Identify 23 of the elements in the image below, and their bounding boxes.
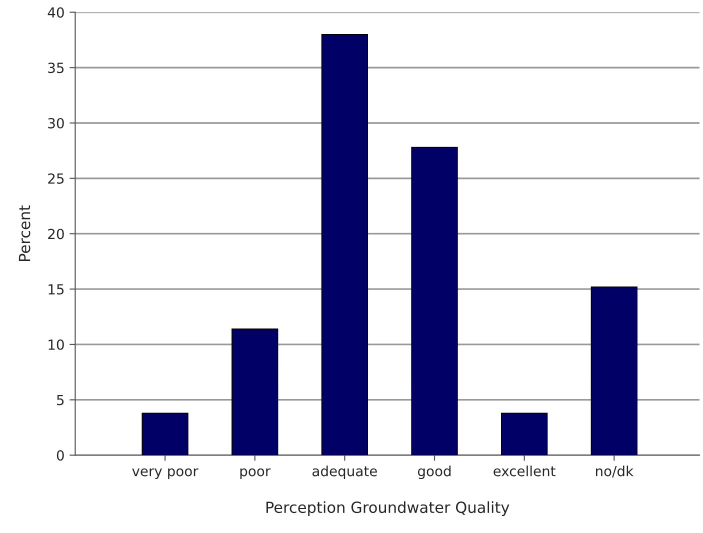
- y-tick-label: 20: [48, 228, 64, 240]
- x-axis-title: Perception Groundwater Quality: [266, 501, 510, 516]
- x-tick-label: adequate: [312, 466, 377, 480]
- y-tick-label: 30: [48, 118, 64, 128]
- y-axis-title: Percent: [18, 205, 30, 261]
- bar: [321, 34, 368, 456]
- x-tick-label: poor: [240, 468, 271, 480]
- y-tick-label: 35: [48, 62, 64, 74]
- x-tick-label: no/dk: [596, 466, 634, 478]
- y-tick-label: 0: [56, 450, 64, 461]
- x-tick-label: excellent: [494, 466, 556, 476]
- bar: [142, 412, 188, 456]
- bar: [590, 286, 638, 456]
- y-tick-label: 15: [48, 284, 64, 295]
- x-tick-label: good: [418, 466, 451, 480]
- bar: [501, 412, 548, 456]
- bar: [411, 146, 458, 456]
- x-tick-label: very poor: [132, 468, 198, 480]
- y-tick-label: 10: [48, 339, 64, 350]
- y-tick-label: 40: [48, 7, 64, 18]
- y-tick-label: 5: [57, 394, 64, 406]
- y-tick-label: 25: [48, 173, 64, 184]
- bar: [232, 328, 278, 456]
